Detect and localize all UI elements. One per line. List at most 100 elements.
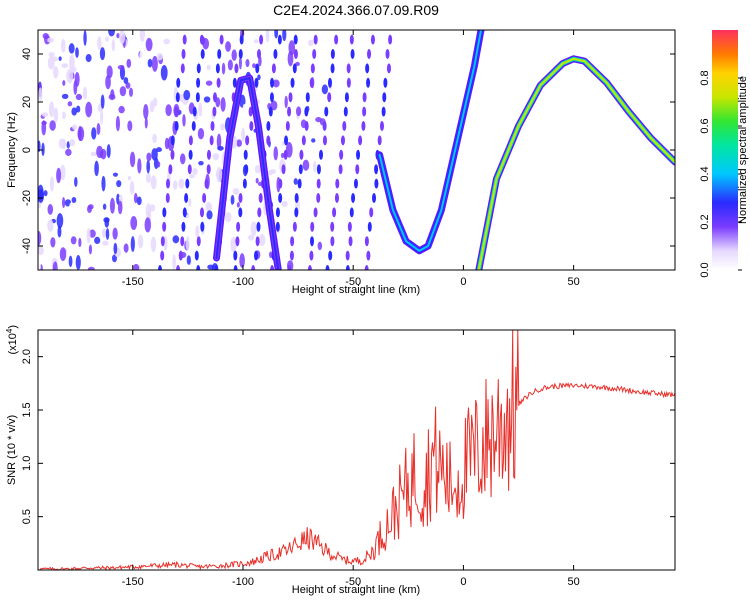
heatmap-speckle bbox=[43, 179, 48, 188]
heatmap-streak bbox=[236, 221, 241, 232]
heatmap-streak bbox=[322, 121, 327, 131]
heatmap-streak bbox=[305, 92, 310, 103]
heatmap-ridge-core-2 bbox=[477, 57, 675, 270]
heatmap-speckle bbox=[94, 160, 99, 177]
heatmap-speckle bbox=[105, 36, 109, 42]
snr-panel: -150 -100 -50 0 50 0.5 1.0 1.5 2.0 Height of st… bbox=[5, 325, 676, 596]
heatmap-speckle bbox=[112, 172, 119, 177]
heatmap-streak bbox=[281, 164, 286, 175]
heatmap-streak bbox=[176, 77, 181, 88]
heatmap-speckle bbox=[160, 64, 168, 81]
heatmap-speckle bbox=[38, 140, 41, 153]
heatmap-streak bbox=[310, 63, 315, 74]
heatmap-streak bbox=[343, 106, 348, 117]
heatmap-streak bbox=[346, 63, 351, 74]
heatmap-speckle bbox=[66, 68, 74, 84]
heatmap-streak bbox=[316, 178, 321, 189]
heatmap-streak bbox=[358, 135, 363, 146]
heatmap-speckle bbox=[137, 234, 144, 249]
heatmap-speckle bbox=[178, 93, 184, 102]
snr-x-tick-label-3: 0 bbox=[460, 576, 466, 588]
heatmap-streak bbox=[366, 250, 371, 261]
heatmap-streak bbox=[287, 106, 292, 117]
heatmap-streak bbox=[162, 221, 167, 232]
heatmap-speckle bbox=[217, 145, 224, 151]
heatmap-streak bbox=[372, 193, 377, 203]
heatmap-streak bbox=[346, 77, 351, 88]
heatmap-streak bbox=[206, 149, 211, 160]
heatmap-streak bbox=[324, 106, 329, 117]
heatmap-streak bbox=[325, 265, 330, 270]
spectrogram-x-ticks: -150 -100 -50 0 50 bbox=[122, 30, 580, 288]
heatmap-streak bbox=[349, 34, 354, 45]
heatmap-speckle bbox=[197, 127, 205, 140]
heatmap-speckle bbox=[157, 161, 161, 168]
heatmap-speckle bbox=[172, 254, 176, 270]
heatmap-streak bbox=[319, 149, 324, 160]
spectrogram-panel: -150 -100 -50 0 50 -40 -20 0 20 40 Height of str… bbox=[6, 29, 676, 296]
heatmap-streak bbox=[330, 236, 335, 247]
heatmap-speckle bbox=[257, 74, 261, 81]
colorbar-gradient bbox=[712, 30, 738, 270]
heatmap-streak bbox=[175, 92, 180, 103]
heatmap-speckle bbox=[109, 197, 115, 214]
heatmap-speckle bbox=[127, 120, 133, 132]
heatmap-speckle bbox=[89, 256, 96, 263]
spectrogram-x-tick-label-3: 0 bbox=[460, 276, 466, 288]
heatmap-streak bbox=[294, 207, 299, 218]
heatmap-streak bbox=[370, 34, 375, 45]
heatmap-streak bbox=[273, 49, 278, 59]
heatmap-streak bbox=[328, 250, 333, 261]
heatmap-streak bbox=[366, 77, 371, 88]
heatmap-speckle bbox=[62, 196, 66, 209]
heatmap-speckle bbox=[150, 175, 157, 190]
heatmap-streak bbox=[251, 265, 256, 270]
heatmap-streak bbox=[233, 265, 238, 270]
heatmap-speckle bbox=[274, 30, 279, 39]
heatmap-streak bbox=[350, 49, 355, 59]
heatmap-speckle bbox=[65, 148, 72, 156]
heatmap-speckle bbox=[293, 178, 298, 185]
heatmap-speckle bbox=[321, 84, 329, 95]
heatmap-speckle bbox=[50, 31, 55, 36]
heatmap-streak bbox=[367, 221, 372, 232]
heatmap-streak bbox=[255, 236, 260, 247]
heatmap-speckle bbox=[146, 159, 151, 174]
heatmap-speckle bbox=[56, 167, 62, 184]
heatmap-speckle bbox=[74, 176, 78, 187]
heatmap-speckle bbox=[216, 133, 222, 150]
snr-series-line-0 bbox=[38, 330, 675, 570]
heatmap-streak bbox=[216, 77, 221, 88]
heatmap-streak bbox=[168, 164, 173, 175]
heatmap-speckle bbox=[118, 105, 125, 114]
heatmap-streak bbox=[294, 193, 299, 203]
heatmap-speckle bbox=[242, 103, 247, 111]
heatmap-speckle bbox=[147, 58, 153, 68]
heatmap-speckle bbox=[100, 94, 105, 109]
heatmap-speckle bbox=[192, 167, 198, 176]
heatmap-speckle bbox=[185, 213, 191, 219]
heatmap-speckle bbox=[287, 51, 294, 67]
heatmap-speckle bbox=[136, 196, 142, 206]
heatmap-ridge-outer-2 bbox=[475, 55, 675, 270]
heatmap-speckle bbox=[108, 93, 116, 101]
heatmap-speckle bbox=[112, 262, 117, 270]
heatmap-speckle bbox=[69, 54, 75, 71]
heatmap-speckle bbox=[47, 56, 55, 70]
heatmap-speckle bbox=[78, 237, 82, 248]
heatmap-streak bbox=[330, 49, 335, 59]
heatmap-streak bbox=[297, 178, 302, 189]
heatmap-speckle bbox=[202, 37, 210, 50]
heatmap-streak bbox=[199, 34, 204, 45]
heatmap-streak bbox=[304, 106, 309, 117]
heatmap-speckle bbox=[111, 39, 116, 52]
heatmap-speckle bbox=[43, 190, 48, 197]
heatmap-speckle bbox=[149, 100, 155, 113]
snr-y-tick-label-0: 0.5 bbox=[21, 509, 33, 524]
heatmap-streak bbox=[196, 63, 201, 74]
heatmap-ridges bbox=[213, 30, 675, 270]
heatmap-streak bbox=[355, 164, 360, 175]
heatmap-speckle bbox=[59, 247, 67, 261]
heatmap-speckle bbox=[151, 148, 158, 161]
colorbar-tick-label-4: 0.8 bbox=[699, 70, 711, 85]
